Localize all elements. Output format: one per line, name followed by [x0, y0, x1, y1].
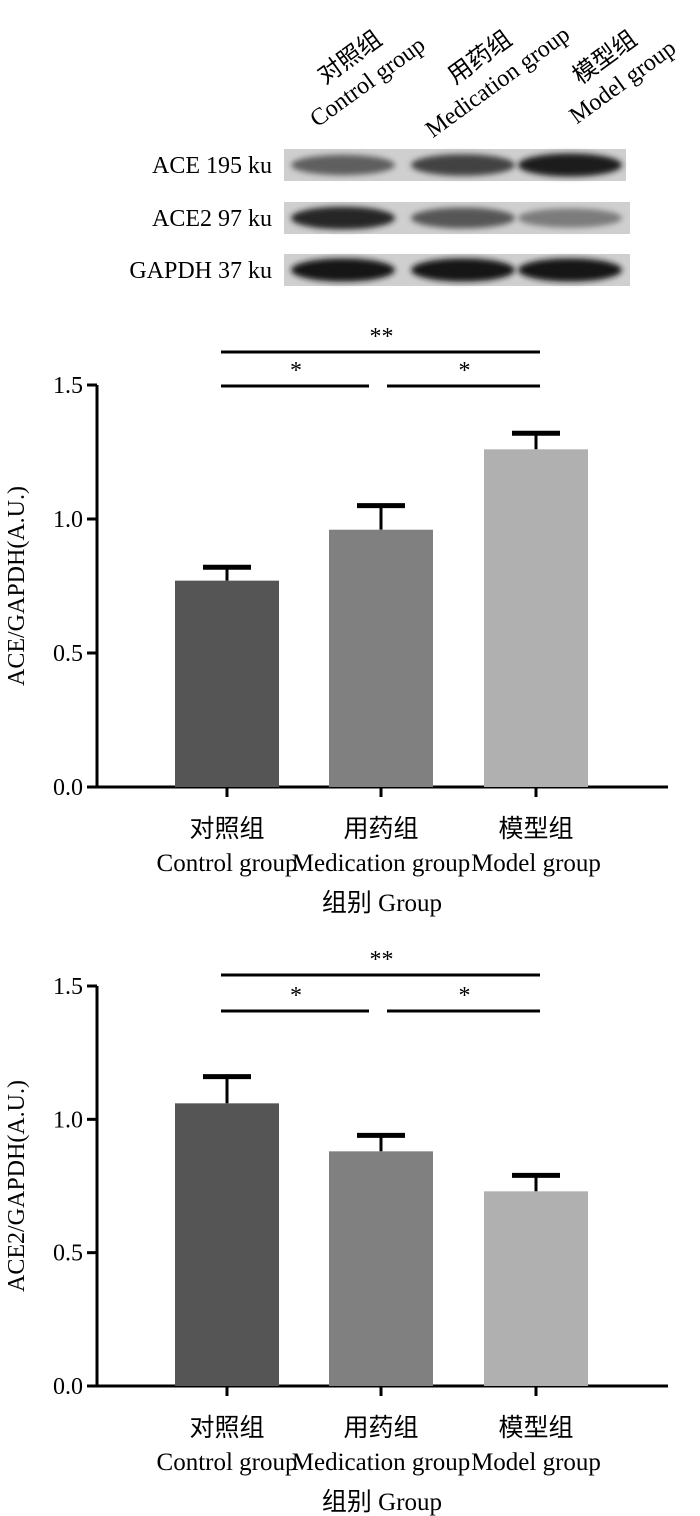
y-axis-label: ACE2/GAPDH(A.U.): [4, 1080, 30, 1292]
x-tick-label-en: Medication group: [292, 1449, 470, 1476]
y-tick-label: 0.5: [53, 1241, 83, 1267]
x-tick-label-en: Model group: [471, 1449, 601, 1476]
significance-label: *: [459, 358, 471, 384]
blot-band: [411, 207, 515, 229]
significance-label: *: [290, 358, 302, 384]
blot-row-label: ACE2 97 ku: [152, 206, 272, 232]
significance-label: **: [370, 324, 394, 350]
bar-0: [175, 1103, 279, 1386]
significance-label: *: [459, 983, 471, 1009]
x-axis-label: 组别 Group: [322, 889, 442, 917]
blot-row-label: ACE 195 ku: [152, 153, 272, 179]
y-tick-label: 0.0: [53, 1374, 83, 1400]
x-tick-label-en: Control group: [157, 850, 298, 877]
y-axis-label: ACE/GAPDH(A.U.): [4, 486, 30, 686]
blot-band: [411, 258, 515, 282]
x-axis-label: 组别 Group: [322, 1488, 442, 1516]
x-tick-label-cn: 用药组: [343, 1414, 418, 1442]
ace2-bar-chart: 0.0 0.5 1.0 1.5 ACE2/GAPDH(A.U.) 对照组 Control g…: [4, 947, 668, 1516]
ace-bar-chart: 0.0 0.5 1.0 1.5 ACE/GAPDH(A.U.) 对照组 Control gr…: [4, 324, 668, 917]
y-tick-label: 1.5: [53, 974, 83, 1000]
bar-2: [484, 1191, 588, 1386]
blot-row-label: GAPDH 37 ku: [129, 258, 272, 284]
bar-2: [484, 449, 588, 787]
x-tick-label-cn: 对照组: [189, 1414, 264, 1442]
y-tick-label: 1.5: [53, 373, 83, 399]
x-tick-label-en: Model group: [471, 850, 601, 877]
y-tick-label: 0.5: [53, 641, 83, 667]
x-tick-label-cn: 模型组: [498, 815, 573, 843]
blot-band: [518, 153, 622, 177]
significance-label: *: [290, 983, 302, 1009]
blot-band: [291, 258, 395, 282]
significance-label: **: [370, 947, 394, 973]
x-tick-label-cn: 模型组: [498, 1414, 573, 1442]
x-tick-label-cn: 用药组: [343, 815, 418, 843]
blot-band: [518, 208, 622, 228]
y-tick-label: 1.0: [53, 1107, 83, 1133]
blot-band: [291, 154, 395, 176]
x-tick-label-en: Control group: [157, 1449, 298, 1476]
y-tick-label: 1.0: [53, 507, 83, 533]
y-tick-label: 0.0: [53, 775, 83, 801]
blot-band: [291, 206, 395, 230]
bar-1: [329, 529, 433, 787]
x-tick-label-cn: 对照组: [189, 815, 264, 843]
bar-1: [329, 1151, 433, 1386]
x-tick-label-en: Medication group: [292, 850, 470, 877]
blot-band: [518, 258, 622, 282]
bar-0: [175, 580, 279, 787]
blot-band: [411, 154, 515, 176]
